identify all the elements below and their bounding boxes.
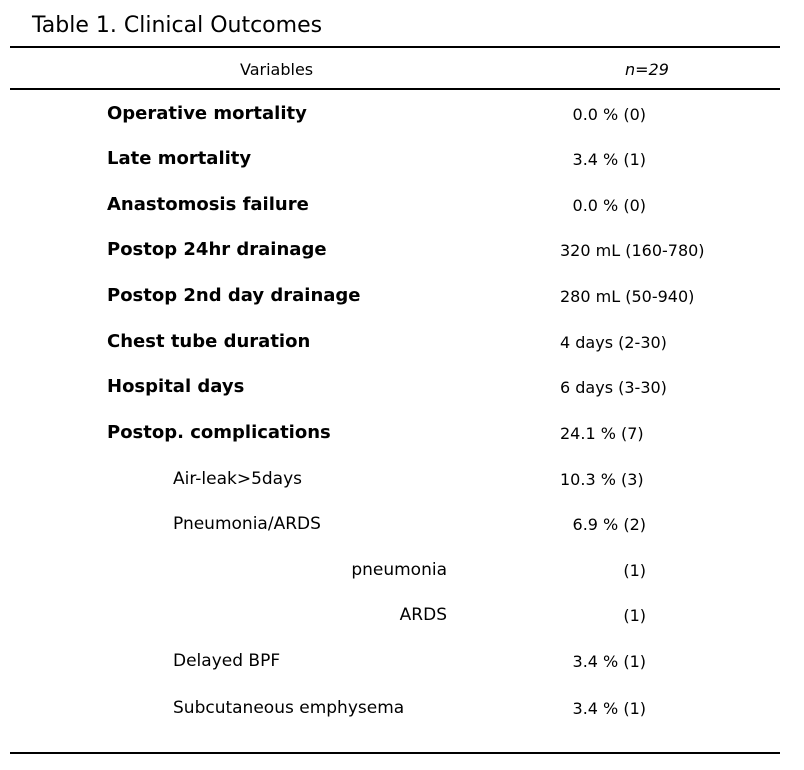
- row-label: Late mortality: [107, 148, 252, 169]
- row-value: 3.4 % (1): [572, 699, 646, 718]
- row-value: 6 days (3-30): [560, 378, 667, 397]
- row-label: Postop 2nd day drainage: [107, 285, 361, 306]
- row-label: Postop. complications: [107, 422, 331, 443]
- table-title: Table 1. Clinical Outcomes: [32, 13, 323, 38]
- row-value: (1): [623, 561, 646, 580]
- table-row: pneumonia (1): [0, 559, 804, 589]
- table-row: Operative mortality 0.0 % (0): [0, 103, 804, 133]
- table-row: Subcutaneous emphysema 3.4 % (1): [0, 697, 804, 727]
- table-row: Postop 24hr drainage 320 mL (160-780): [0, 239, 804, 269]
- row-label: Pneumonia/ARDS: [173, 514, 321, 534]
- table-row: Air-leak>5days 10.3 % (3): [0, 468, 804, 498]
- table-row: ARDS (1): [0, 604, 804, 634]
- row-label: Delayed BPF: [173, 651, 281, 671]
- header-sample-size: n=29: [625, 60, 669, 79]
- row-label: Postop 24hr drainage: [107, 239, 327, 260]
- row-value: 4 days (2-30): [560, 333, 667, 352]
- table-row: Anastomosis failure 0.0 % (0): [0, 194, 804, 224]
- table-row: Late mortality 3.4 % (1): [0, 148, 804, 178]
- bottom-rule: [10, 752, 780, 754]
- row-value: 24.1 % (7): [560, 424, 644, 443]
- row-label: Anastomosis failure: [107, 194, 309, 215]
- row-value: 320 mL (160-780): [560, 241, 705, 260]
- row-label: pneumonia: [351, 560, 447, 580]
- table-row: Postop. complications 24.1 % (7): [0, 422, 804, 452]
- row-label: Air-leak>5days: [173, 469, 303, 489]
- row-value: 280 mL (50-940): [560, 287, 695, 306]
- table-row: Hospital days 6 days (3-30): [0, 376, 804, 406]
- row-value: 0.0 % (0): [572, 105, 646, 124]
- top-rule: [10, 46, 780, 48]
- header-variables: Variables: [240, 60, 314, 79]
- row-label: Subcutaneous emphysema: [173, 698, 405, 718]
- row-label: Hospital days: [107, 376, 245, 397]
- row-value: (1): [623, 606, 646, 625]
- table-row: Delayed BPF 3.4 % (1): [0, 650, 804, 680]
- row-value: 6.9 % (2): [572, 515, 646, 534]
- row-value: 3.4 % (1): [572, 150, 646, 169]
- header-rule: [10, 88, 780, 90]
- table-row: Postop 2nd day drainage 280 mL (50-940): [0, 285, 804, 315]
- row-label: ARDS: [399, 605, 447, 625]
- row-value: 0.0 % (0): [572, 196, 646, 215]
- row-value: 10.3 % (3): [560, 470, 644, 489]
- row-label: Chest tube duration: [107, 331, 311, 352]
- row-label: Operative mortality: [107, 103, 307, 124]
- table-row: Pneumonia/ARDS 6.9 % (2): [0, 513, 804, 543]
- row-value: 3.4 % (1): [572, 652, 646, 671]
- table-row: Chest tube duration 4 days (2-30): [0, 331, 804, 361]
